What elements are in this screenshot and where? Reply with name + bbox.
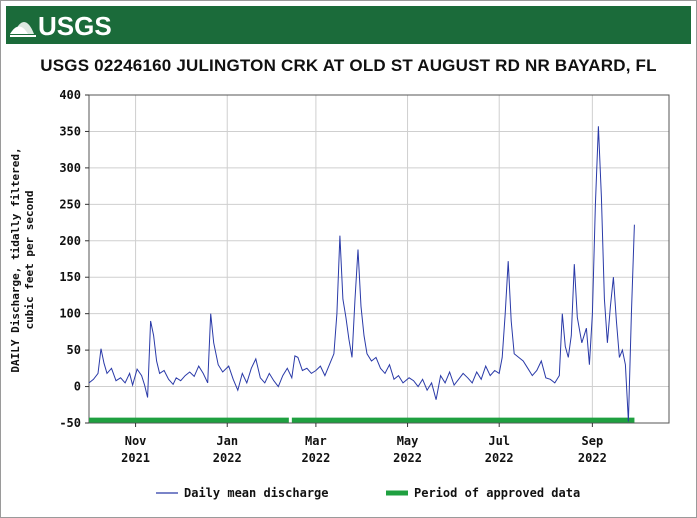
x-axis: Nov 2021 Jan 2022 Mar 2022 May 2022 Jul 2022 Sep 20… <box>121 423 607 465</box>
series-line-daily-mean <box>88 126 635 422</box>
y-tick-label: 0 <box>74 380 81 394</box>
legend-label-approved: Period of approved data <box>414 486 580 500</box>
usgs-logo-icon <box>10 22 36 37</box>
y-tick-label: 350 <box>59 124 81 138</box>
y-tick-label: 50 <box>67 343 81 357</box>
usgs-logo: USGS <box>10 11 112 41</box>
x-tick-label-month: Sep <box>582 434 604 448</box>
x-tick-label-month: Nov <box>125 434 147 448</box>
chart-title: USGS 02246160 JULINGTON CRK AT OLD ST AU… <box>40 56 657 75</box>
x-tick-label-month: Jul <box>488 434 510 448</box>
y-tick-label: 100 <box>59 307 81 321</box>
plot-area <box>88 94 670 424</box>
usgs-banner <box>6 6 691 44</box>
y-tick-label: -50 <box>59 416 81 430</box>
x-tick-label-year: 2022 <box>485 451 514 465</box>
y-axis-label-line-1: DAILY Discharge, tidally filtered, <box>9 147 22 372</box>
y-axis: -50 0 50 100 150 200 250 300 350 400 <box>59 88 89 430</box>
grid <box>89 94 669 424</box>
usgs-logo-text: USGS <box>38 11 112 41</box>
x-tick-label-year: 2022 <box>393 451 422 465</box>
x-tick-label-year: 2021 <box>121 451 150 465</box>
y-axis-label-line-2: cubic feet per second <box>23 190 36 329</box>
x-tick-label-month: May <box>397 434 419 448</box>
x-tick-label-month: Mar <box>305 434 327 448</box>
y-tick-label: 400 <box>59 88 81 102</box>
y-tick-label: 150 <box>59 270 81 284</box>
x-tick-label-year: 2022 <box>578 451 607 465</box>
y-tick-label: 300 <box>59 161 81 175</box>
legend: Daily mean discharge Period of approved … <box>156 486 580 500</box>
x-tick-label-year: 2022 <box>301 451 330 465</box>
x-tick-label-year: 2022 <box>213 451 242 465</box>
legend-label-daily-mean: Daily mean discharge <box>184 486 329 500</box>
x-tick-label-month: Jan <box>216 434 238 448</box>
y-tick-label: 250 <box>59 197 81 211</box>
y-tick-label: 200 <box>59 234 81 248</box>
